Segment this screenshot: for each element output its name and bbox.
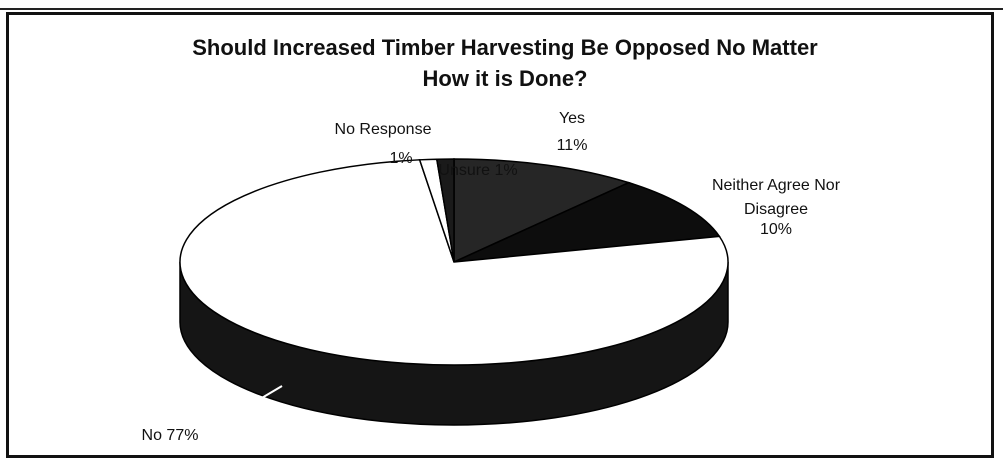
label-neither-line-2: Disagree [744,201,808,218]
label-no-response: No Response [335,121,432,138]
label-unsure: Unsure 1% [438,162,517,179]
label-no: No 77% [142,427,199,444]
top-edge-line [0,8,1003,10]
pie-slice-unsure [435,158,455,263]
pie-slice-yes [453,158,631,264]
label-yes-value: 11% [557,137,588,154]
pie-slice-no [179,159,729,366]
chart-title-line-1: Should Increased Timber Harvesting Be Op… [192,35,818,60]
pie-top [179,158,729,366]
label-yes: Yes [559,110,585,127]
no-leader-line [254,385,283,403]
chart-title-line-2: How it is Done? [423,66,588,91]
label-neither-line-1: Neither Agree Nor [712,177,841,194]
label-neither-value: 10% [760,221,792,238]
label-no-response-value: 1% [389,150,412,167]
